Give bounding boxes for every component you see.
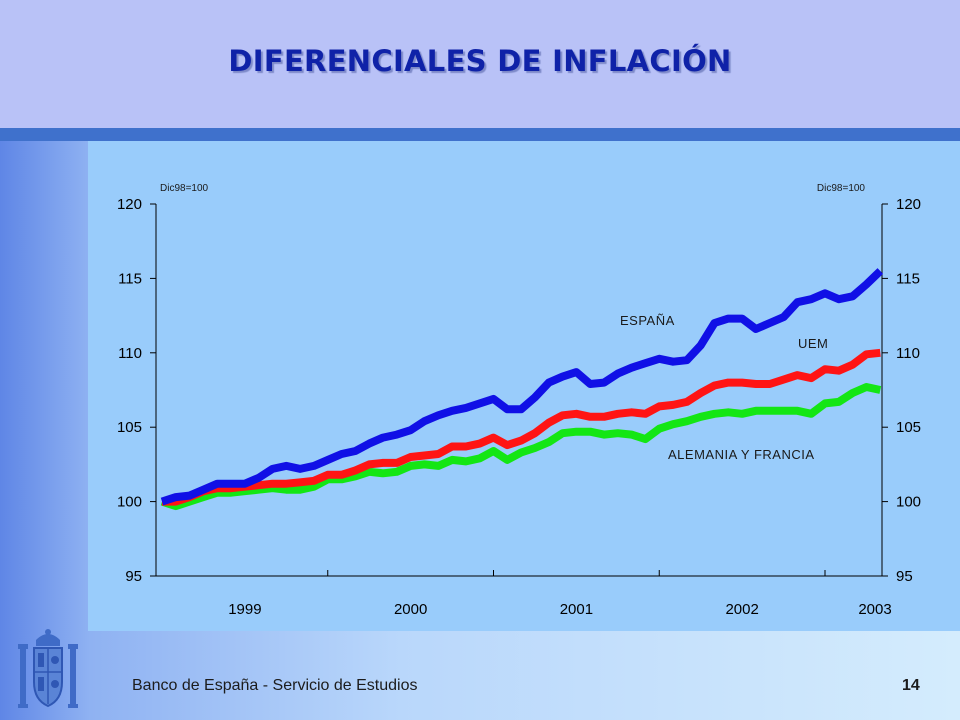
x-tick-label: 2002 xyxy=(725,601,758,618)
y-tick-label-left: 110 xyxy=(118,345,142,362)
y-tick-label-left: 115 xyxy=(118,270,142,287)
x-tick-label: 2003 xyxy=(858,601,891,618)
y-tick-label-left: 120 xyxy=(117,196,142,213)
slide-title: DIFERENCIALES DE INFLACIÓN xyxy=(228,44,732,78)
series-line-uem xyxy=(162,348,881,506)
y-tick-label-right: 100 xyxy=(896,494,921,511)
slide-header xyxy=(0,0,960,128)
coat-of-arms-icon xyxy=(18,629,78,708)
x-tick-label: 1999 xyxy=(228,601,261,618)
chart-panel: 120 120 115 115 110 110 105 105 100 100 95 95 1999 20… xyxy=(88,141,960,631)
footer-text: Banco de España - Servicio de Estudios xyxy=(132,677,418,694)
series-label-españa: ESPAÑA xyxy=(620,313,675,328)
y-tick-label-right: 110 xyxy=(896,345,920,362)
base-note-left: Dic98=100 xyxy=(160,183,209,194)
base-note-right: Dic98=100 xyxy=(817,183,866,194)
series-label-uem: UEM xyxy=(798,336,828,351)
y-tick-label-right: 115 xyxy=(896,270,920,287)
line-chart: 120 120 115 115 110 110 105 105 100 100 95 95 1999 20… xyxy=(117,183,921,618)
y-tick-label-right: 95 xyxy=(896,568,913,585)
series-line-españa xyxy=(160,268,884,506)
y-tick-label-right: 120 xyxy=(896,196,921,213)
y-tick-label-left: 105 xyxy=(117,419,142,436)
series-line-alemania-y-francia xyxy=(160,383,882,511)
x-tick-label: 2001 xyxy=(560,601,593,618)
y-tick-label-left: 100 xyxy=(117,494,142,511)
y-tick-label-left: 95 xyxy=(125,568,142,585)
series-label-alemania-y-francia: ALEMANIA Y FRANCIA xyxy=(668,447,815,462)
page-number: 14 xyxy=(902,677,920,694)
y-tick-label-right: 105 xyxy=(896,419,921,436)
x-tick-label: 2000 xyxy=(394,601,427,618)
header-band xyxy=(0,128,960,141)
